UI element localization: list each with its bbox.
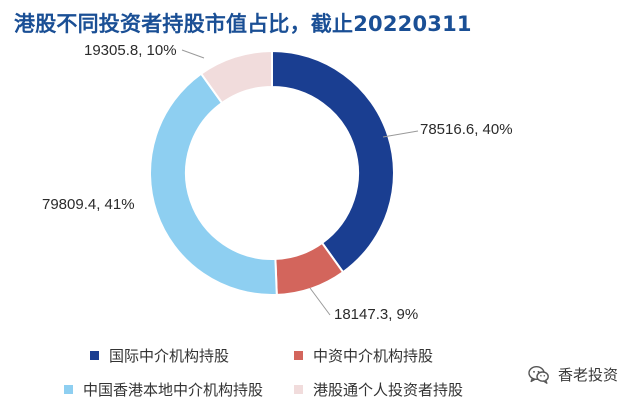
data-label-southbound: 19305.8, 10% (84, 42, 177, 59)
donut-slice-southbound (199, 49, 273, 105)
wechat-icon (528, 365, 549, 384)
watermark: 香老投资 (528, 364, 618, 385)
legend-label-international: 国际中介机构持股 (109, 347, 230, 365)
chart-title: 港股不同投资者持股市值占比，截止20220311 (14, 12, 472, 36)
data-label-hongkong: 79809.4, 41% (42, 196, 135, 213)
leader-line-international (382, 130, 419, 138)
legend-item-southbound: 港股通个人投资者持股 (294, 379, 463, 400)
legend-label-southbound: 港股通个人投资者持股 (313, 381, 464, 399)
leader-line-chinese (309, 287, 331, 316)
leader-line-southbound (181, 49, 205, 59)
watermark-text: 香老投资 (558, 366, 619, 384)
donut-slice-international (271, 49, 395, 274)
legend-swatch-hongkong (64, 385, 73, 394)
legend-swatch-southbound (294, 385, 303, 394)
donut-slice-hongkong (149, 72, 278, 296)
legend-swatch-international (90, 351, 99, 360)
legend-label-hongkong: 中国香港本地中介机构持股 (83, 381, 264, 399)
legend-item-hongkong: 中国香港本地中介机构持股 (64, 379, 263, 400)
legend-swatch-chinese (294, 351, 303, 360)
legend-item-international: 国际中介机构持股 (90, 345, 229, 366)
data-label-international: 78516.6, 40% (420, 121, 513, 138)
data-label-chinese: 18147.3, 9% (334, 306, 419, 323)
legend-label-chinese: 中资中介机构持股 (313, 347, 434, 365)
legend-item-chinese: 中资中介机构持股 (294, 345, 433, 366)
